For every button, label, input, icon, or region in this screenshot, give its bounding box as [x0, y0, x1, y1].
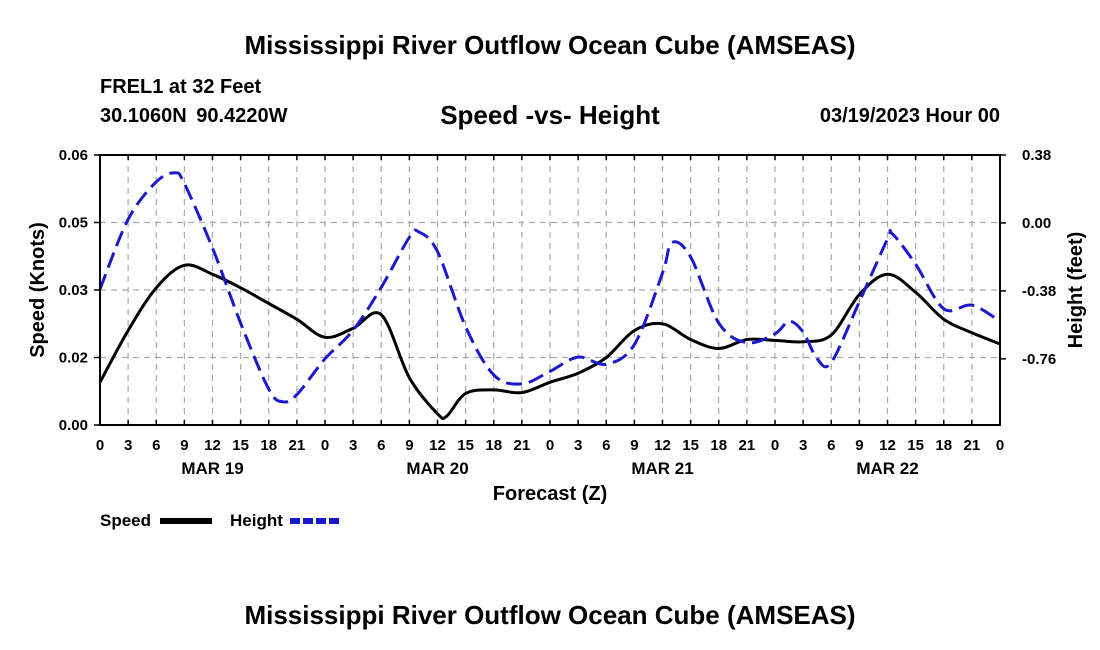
- coordinates-label: 30.1060N 90.4220W: [100, 105, 288, 127]
- x-tick-label: 6: [377, 437, 385, 454]
- x-tick-label: 9: [630, 437, 638, 454]
- x-tick-label: 15: [907, 437, 924, 454]
- x-tick-label: 3: [349, 437, 357, 454]
- station-label: FREL1 at 32 Feet: [100, 76, 262, 98]
- x-tick-label: 15: [682, 437, 699, 454]
- legend-speed-label: Speed: [100, 511, 151, 530]
- axes: 0 3 6 9 12 15 18 21 0 3 6 9 12 15 18 21 0 3 6 9 12 15 18 21 0 3 6 9…: [59, 147, 1056, 478]
- x-tick-label: 21: [514, 437, 531, 454]
- y-tick-label-left: 0.02: [59, 350, 88, 367]
- x-tick-label: 9: [180, 437, 188, 454]
- x-tick-label: 0: [546, 437, 554, 454]
- x-tick-label: 6: [152, 437, 160, 454]
- y-tick-label-right: 0.38: [1022, 147, 1051, 164]
- x-tick-label: 0: [321, 437, 329, 454]
- date-label: MAR 19: [181, 459, 243, 478]
- x-tick-label: 3: [574, 437, 582, 454]
- x-tick-label: 0: [96, 437, 104, 454]
- x-tick-label: 12: [879, 437, 896, 454]
- grid-lines: [100, 155, 1000, 425]
- y-axis-label-right: Height (feet): [1065, 232, 1087, 349]
- x-tick-label: 18: [260, 437, 277, 454]
- chart-subtitle: Speed -vs- Height: [440, 100, 660, 130]
- y-axis-label-left: Speed (Knots): [27, 222, 49, 358]
- page-title: Mississippi River Outflow Ocean Cube (AM…: [244, 30, 856, 60]
- y-tick-label-left: 0.05: [59, 215, 88, 232]
- date-label: MAR 21: [631, 459, 693, 478]
- x-tick-label: 0: [771, 437, 779, 454]
- x-tick-label: 18: [485, 437, 502, 454]
- x-tick-label: 3: [799, 437, 807, 454]
- y-tick-label-right: 0.00: [1022, 215, 1051, 232]
- footer-title: Mississippi River Outflow Ocean Cube (AM…: [244, 600, 856, 630]
- forecast-datetime: 03/19/2023 Hour 00: [819, 105, 1000, 127]
- y-tick-label-right: -0.76: [1022, 351, 1056, 368]
- series-height-line: [98, 171, 1001, 404]
- x-tick-label: 18: [710, 437, 727, 454]
- x-axis-label: Forecast (Z): [493, 483, 607, 505]
- x-tick-label: 6: [602, 437, 610, 454]
- y-tick-label-right: -0.38: [1022, 283, 1056, 300]
- x-tick-label: 9: [855, 437, 863, 454]
- y-tick-label-left: 0.06: [59, 147, 88, 164]
- x-tick-label: 15: [457, 437, 474, 454]
- x-tick-label: 18: [935, 437, 952, 454]
- x-tick-label: 21: [964, 437, 981, 454]
- series-speed-line: [98, 263, 1001, 421]
- data-series: [98, 171, 1001, 421]
- x-tick-label: 15: [232, 437, 249, 454]
- x-tick-label: 3: [124, 437, 132, 454]
- x-tick-label: 21: [739, 437, 756, 454]
- date-label: MAR 20: [406, 459, 468, 478]
- x-tick-label: 9: [405, 437, 413, 454]
- x-tick-label: 12: [204, 437, 221, 454]
- x-tick-label: 6: [827, 437, 835, 454]
- y-tick-label-left: 0.03: [59, 282, 88, 299]
- x-tick-label: 21: [289, 437, 306, 454]
- legend-height-label: Height: [230, 511, 283, 530]
- x-tick-label: 12: [429, 437, 446, 454]
- date-label: MAR 22: [856, 459, 918, 478]
- legend: Speed Height: [100, 511, 342, 530]
- y-tick-label-left: 0.00: [59, 417, 88, 434]
- x-tick-label: 0: [996, 437, 1004, 454]
- x-tick-label: 12: [654, 437, 671, 454]
